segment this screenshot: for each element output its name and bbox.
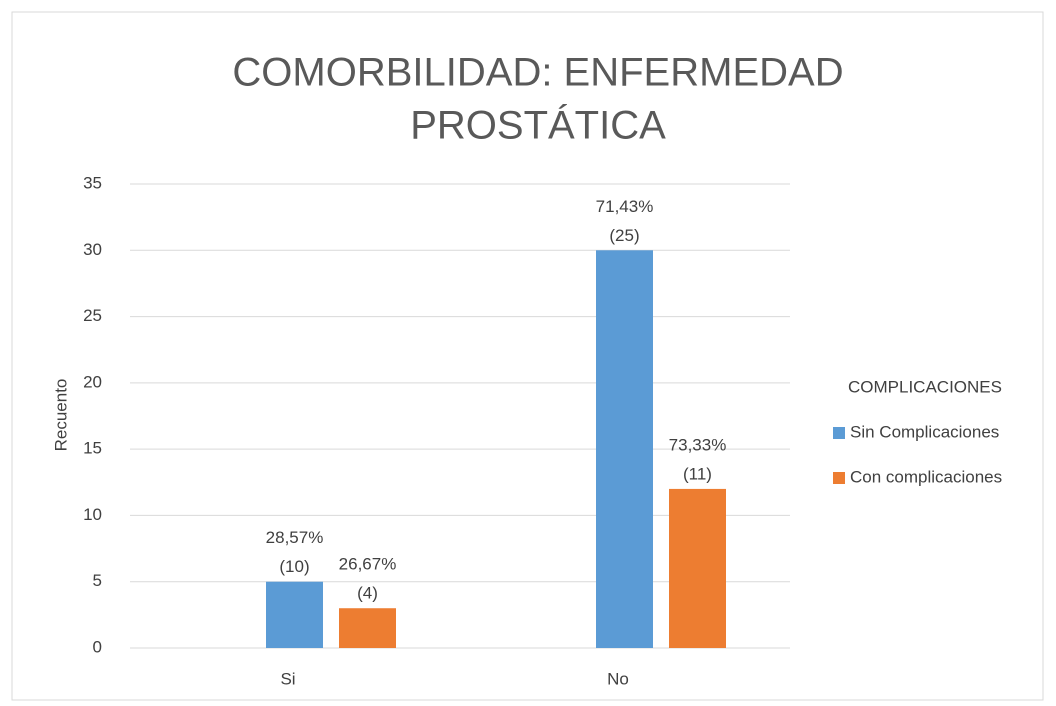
data-label: 73,33% bbox=[669, 435, 727, 454]
chart-border bbox=[11, 11, 1044, 701]
y-tick-label: 5 bbox=[93, 571, 102, 590]
legend-label: Con complicaciones bbox=[850, 467, 1002, 486]
data-label: (25) bbox=[609, 226, 639, 245]
y-tick-label: 35 bbox=[83, 173, 102, 192]
y-tick-label: 15 bbox=[83, 439, 102, 458]
y-axis-label: Recuento bbox=[51, 379, 70, 452]
y-tick-label: 10 bbox=[83, 505, 102, 524]
y-tick-label: 20 bbox=[83, 372, 102, 391]
bar bbox=[266, 581, 323, 648]
y-tick-label: 30 bbox=[83, 240, 102, 259]
chart-title: PROSTÁTICA bbox=[410, 103, 666, 148]
y-tick-label: 0 bbox=[93, 637, 102, 656]
data-label: (11) bbox=[683, 464, 712, 483]
x-tick-label: No bbox=[607, 669, 629, 688]
legend-title: COMPLICACIONES bbox=[848, 377, 1002, 396]
bar bbox=[669, 488, 726, 648]
data-label: 28,57% bbox=[266, 528, 324, 547]
data-label: 26,67% bbox=[339, 555, 397, 574]
legend-swatch bbox=[833, 427, 845, 439]
x-tick-label: Si bbox=[280, 669, 295, 688]
data-label: (10) bbox=[279, 557, 309, 576]
legend-swatch bbox=[833, 472, 845, 484]
bar bbox=[339, 608, 396, 648]
y-tick-label: 25 bbox=[83, 306, 102, 325]
legend-label: Sin Complicaciones bbox=[850, 422, 999, 441]
data-label: 71,43% bbox=[596, 197, 654, 216]
data-label: (4) bbox=[357, 584, 378, 603]
bar bbox=[596, 250, 653, 649]
chart-title: COMORBILIDAD: ENFERMEDAD bbox=[232, 51, 843, 95]
